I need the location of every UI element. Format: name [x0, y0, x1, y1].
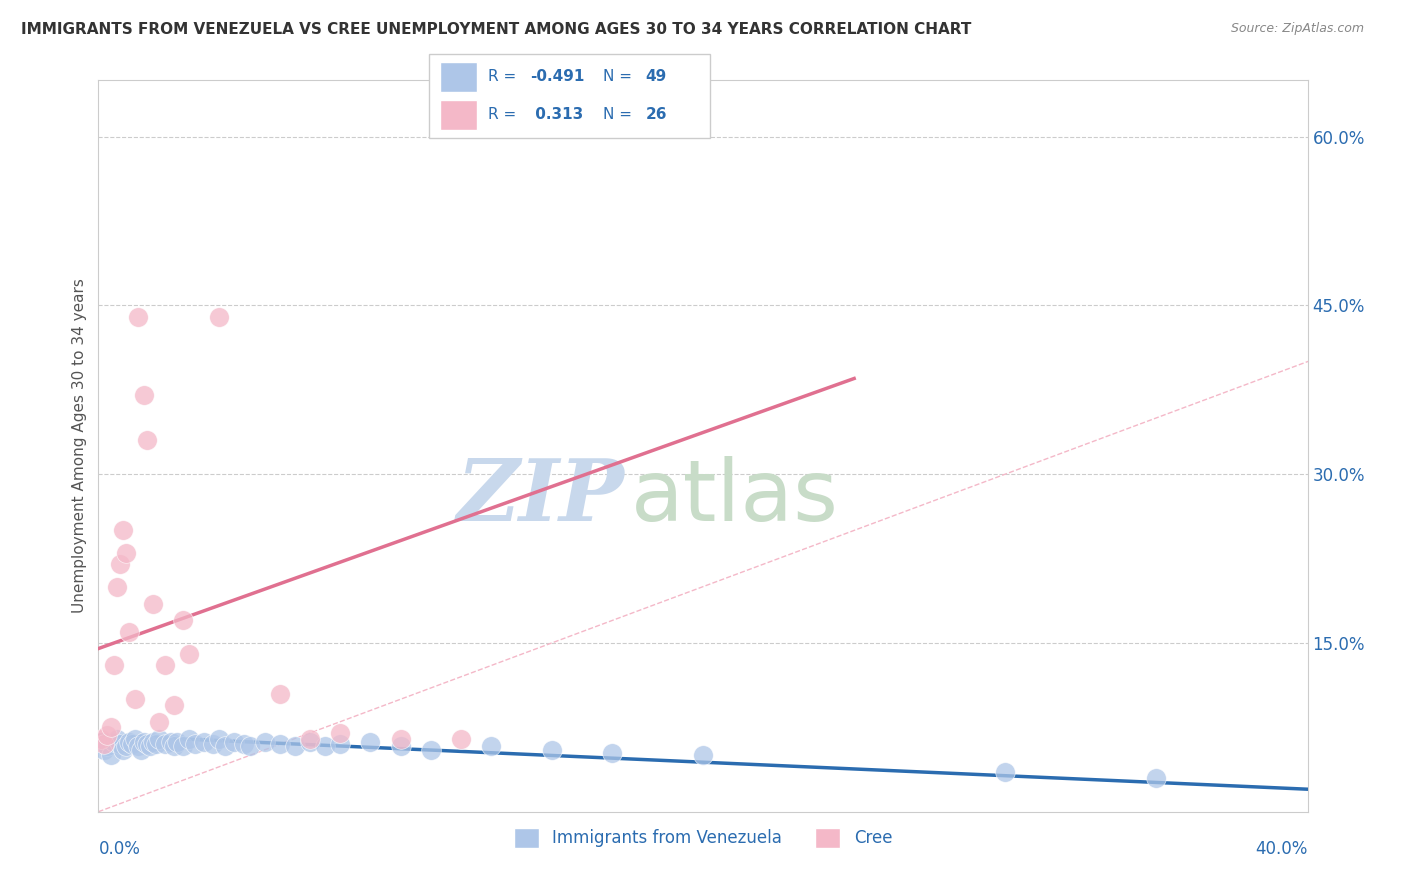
Point: [284, 739, 307, 754]
Point: [166, 735, 188, 749]
Point: [179, 731, 201, 746]
Point: [172, 614, 194, 628]
Point: [105, 580, 128, 594]
Point: [172, 739, 194, 754]
Point: [148, 731, 170, 746]
Point: [160, 735, 183, 749]
Point: [360, 735, 382, 749]
Point: [93, 737, 115, 751]
Point: [184, 737, 207, 751]
Point: [692, 748, 714, 763]
Text: ZIP: ZIP: [457, 456, 624, 539]
Point: [114, 546, 136, 560]
Point: [208, 731, 231, 746]
Point: [481, 739, 503, 754]
Point: [202, 737, 225, 751]
Point: [132, 388, 155, 402]
Point: [329, 726, 352, 740]
Point: [145, 737, 167, 751]
Text: R =: R =: [488, 70, 522, 85]
Point: [103, 735, 125, 749]
Point: [105, 731, 128, 746]
Point: [193, 735, 215, 749]
Point: [142, 735, 165, 749]
FancyBboxPatch shape: [429, 54, 710, 138]
Point: [114, 739, 136, 754]
Point: [139, 739, 162, 754]
Point: [299, 731, 322, 746]
Text: R =: R =: [488, 107, 522, 121]
Text: N =: N =: [603, 107, 637, 121]
Point: [163, 739, 186, 754]
Point: [108, 737, 131, 751]
Point: [253, 735, 276, 749]
Point: [232, 737, 254, 751]
Point: [90, 731, 112, 746]
Point: [100, 748, 122, 763]
Point: [540, 743, 562, 757]
Point: [389, 731, 412, 746]
Point: [994, 765, 1017, 780]
Point: [124, 692, 146, 706]
Text: IMMIGRANTS FROM VENEZUELA VS CREE UNEMPLOYMENT AMONG AGES 30 TO 34 YEARS CORRELA: IMMIGRANTS FROM VENEZUELA VS CREE UNEMPL…: [21, 22, 972, 37]
Point: [124, 731, 146, 746]
Text: 0.313: 0.313: [530, 107, 583, 121]
Text: 26: 26: [645, 107, 666, 121]
Point: [153, 737, 176, 751]
Point: [163, 698, 186, 712]
Point: [148, 714, 170, 729]
Point: [450, 731, 472, 746]
Point: [142, 597, 165, 611]
Point: [602, 746, 624, 760]
Point: [1144, 771, 1167, 785]
Point: [96, 728, 118, 742]
Point: [420, 743, 443, 757]
Text: atlas: atlas: [630, 456, 838, 539]
Point: [111, 524, 134, 538]
Point: [118, 735, 141, 749]
Point: [129, 743, 152, 757]
Text: N =: N =: [603, 70, 637, 85]
Point: [135, 737, 157, 751]
Point: [118, 624, 141, 639]
Point: [96, 739, 118, 754]
Bar: [440, 100, 477, 130]
Point: [103, 658, 125, 673]
Point: [132, 735, 155, 749]
Point: [329, 737, 352, 751]
Text: Source: ZipAtlas.com: Source: ZipAtlas.com: [1230, 22, 1364, 36]
Point: [111, 743, 134, 757]
Point: [179, 647, 201, 661]
Text: -0.491: -0.491: [530, 70, 585, 85]
Point: [90, 737, 112, 751]
Point: [135, 434, 157, 448]
Point: [239, 739, 262, 754]
Point: [108, 557, 131, 571]
Point: [389, 739, 412, 754]
Point: [100, 720, 122, 734]
Text: 40.0%: 40.0%: [1256, 840, 1308, 858]
Point: [269, 737, 291, 751]
Point: [127, 739, 149, 754]
Text: 0.0%: 0.0%: [98, 840, 141, 858]
Y-axis label: Unemployment Among Ages 30 to 34 years: Unemployment Among Ages 30 to 34 years: [72, 278, 87, 614]
Point: [93, 743, 115, 757]
Point: [299, 735, 322, 749]
Point: [208, 310, 231, 324]
Point: [127, 310, 149, 324]
Bar: [440, 62, 477, 92]
Point: [269, 687, 291, 701]
Text: 49: 49: [645, 70, 666, 85]
Point: [153, 658, 176, 673]
Point: [214, 739, 236, 754]
Point: [224, 735, 246, 749]
Point: [121, 737, 143, 751]
Point: [314, 739, 336, 754]
Legend: Immigrants from Venezuela, Cree: Immigrants from Venezuela, Cree: [508, 821, 898, 855]
